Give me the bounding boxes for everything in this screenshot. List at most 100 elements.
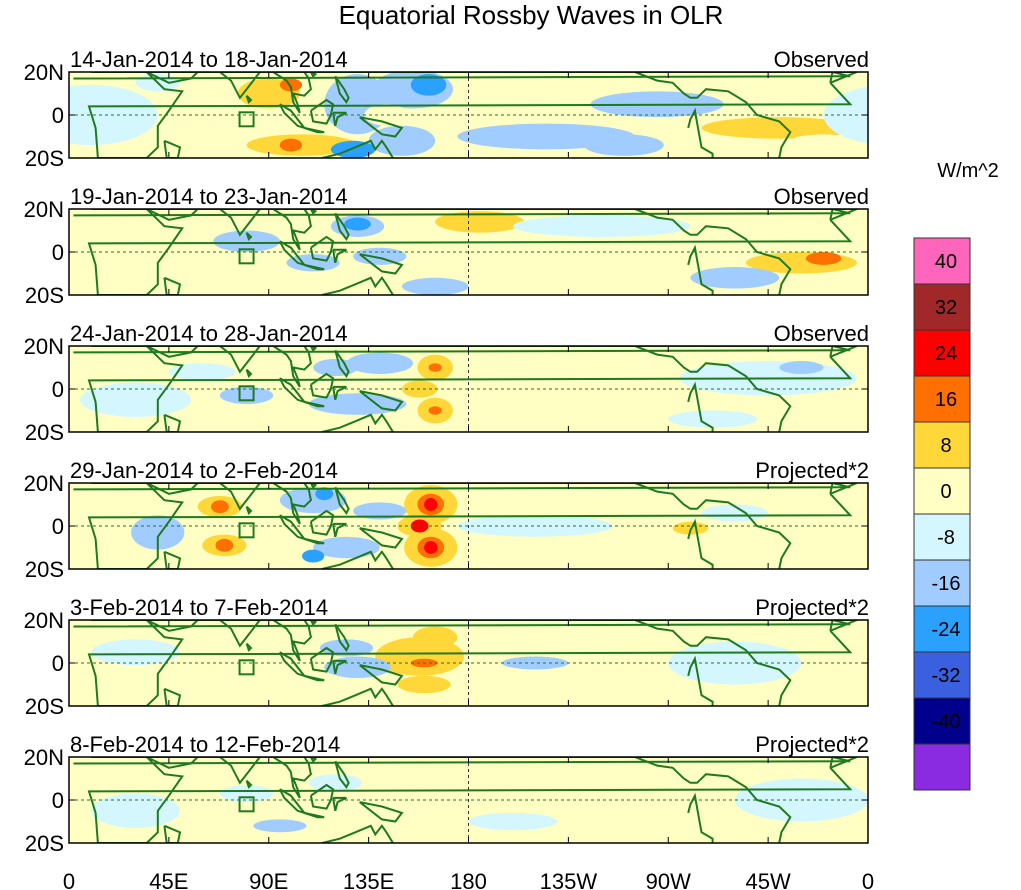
index-box — [238, 796, 255, 813]
anomaly-cell — [0, 361, 58, 395]
coastline — [310, 209, 318, 215]
coastline — [163, 824, 182, 843]
coastline — [829, 72, 834, 83]
colorbar-swatch — [913, 743, 971, 791]
anomaly-cell — [91, 639, 180, 666]
y-tick-label: 20S — [25, 694, 64, 719]
panel-4: 20N 0 20S 29-Jan-2014 to 2-Feb-2014 Projecte… — [24, 458, 1021, 582]
anomaly-cell — [157, 658, 247, 681]
y-tick-label: 0 — [52, 788, 64, 813]
panel-period: 24-Jan-2014 to 28-Jan-2014 — [70, 321, 348, 346]
coastline — [829, 209, 834, 220]
anomaly-cell — [812, 215, 868, 237]
colorbar-label: 8 — [940, 435, 951, 457]
y-tick-label: 20N — [24, 197, 64, 222]
coastline — [310, 757, 318, 763]
coastline — [634, 757, 792, 843]
panels: 20N 0 20S 14-Jan-2014 to 18-Jan-2014 Observe… — [0, 47, 1021, 856]
anomaly-cell — [501, 656, 569, 670]
anomaly-cell — [757, 84, 824, 103]
coastline — [303, 400, 325, 408]
y-tick-label: 20N — [24, 745, 64, 770]
colorbar-swatch — [913, 651, 971, 699]
coastline — [321, 139, 394, 158]
x-tick-label: 90E — [249, 869, 288, 890]
coastline — [321, 550, 394, 569]
anomaly-cell — [783, 134, 864, 156]
anomaly-cell — [302, 549, 325, 563]
panel-type: Projected*2 — [755, 595, 869, 620]
colorbar-label: -24 — [932, 619, 961, 641]
coastline — [87, 483, 858, 569]
coastline — [87, 757, 858, 843]
coastline — [829, 620, 834, 631]
coastline — [87, 346, 858, 432]
anomaly-cell — [435, 211, 524, 233]
anomaly-cell — [424, 541, 438, 554]
anomaly-cell — [975, 274, 1021, 291]
anomaly-cell — [428, 406, 442, 415]
coastline — [278, 788, 308, 815]
y-tick-label: 20S — [25, 420, 64, 445]
anomaly-cell — [0, 252, 58, 274]
coastline — [310, 483, 318, 489]
index-box — [238, 522, 255, 539]
colorbar-swatch — [913, 467, 971, 515]
anomaly-cell — [213, 230, 280, 252]
coastline — [334, 760, 350, 789]
coastline — [272, 72, 312, 114]
colorbar-units: W/m^2 — [937, 160, 999, 182]
colorbar-label: -16 — [932, 573, 961, 595]
coastline — [87, 72, 858, 158]
coastline — [634, 483, 792, 569]
coastline — [359, 253, 404, 275]
anomaly-cell — [997, 496, 1021, 518]
anomaly-cell — [0, 361, 25, 374]
panel-type: Observed — [774, 321, 869, 346]
anomaly-cell — [435, 254, 547, 280]
panel-period: 8-Feb-2014 to 12-Feb-2014 — [70, 732, 340, 757]
coastline — [310, 620, 318, 626]
index-box — [238, 659, 255, 676]
coastline — [310, 346, 318, 352]
colorbar-label: 0 — [940, 481, 951, 503]
panel-2: 20N 0 20S 19-Jan-2014 to 23-Jan-2014 Observe… — [0, 184, 1021, 308]
panel-type: Observed — [774, 184, 869, 209]
coastline — [321, 276, 394, 295]
anomaly-cell — [779, 361, 824, 374]
anomaly-cell — [175, 273, 229, 291]
y-tick-label: 0 — [52, 514, 64, 539]
colorbar-swatch — [913, 697, 971, 745]
anomaly-cell — [668, 410, 758, 428]
y-tick-label: 0 — [52, 240, 64, 265]
coastline — [272, 209, 312, 251]
x-tick-label: 135E — [343, 869, 394, 890]
y-tick-label: 0 — [52, 377, 64, 402]
coastline — [73, 346, 851, 354]
anomaly-cell — [279, 138, 303, 152]
anomaly-cell — [211, 500, 229, 514]
anomaly-cell — [468, 812, 558, 831]
coastline — [829, 346, 834, 357]
anomaly-cell — [457, 515, 613, 537]
y-tick-label: 20S — [25, 146, 64, 171]
anomaly-cell — [151, 232, 187, 250]
panel-period: 29-Jan-2014 to 2-Feb-2014 — [70, 458, 338, 483]
anomaly-cell — [346, 352, 414, 374]
anomaly-cell — [410, 74, 447, 96]
chart-title: Equatorial Rossby Waves in OLR — [339, 0, 724, 30]
coastline — [272, 483, 312, 525]
coastline — [332, 248, 347, 264]
colorbar-label: -40 — [932, 711, 961, 733]
coastline — [332, 659, 347, 675]
anomaly-cell — [397, 769, 451, 788]
coastline — [359, 390, 404, 412]
anomaly-cell — [805, 252, 842, 265]
anomaly-cell — [279, 78, 303, 92]
colorbar-swatch — [913, 375, 971, 423]
coastline — [332, 385, 347, 401]
coastline — [332, 111, 347, 127]
colorbar: W/m^2 40 32 24 16 8 0 -8 -16 -24 -32 -40 — [913, 160, 999, 791]
anomaly-cell — [168, 363, 236, 381]
anomaly-cell — [313, 358, 358, 377]
